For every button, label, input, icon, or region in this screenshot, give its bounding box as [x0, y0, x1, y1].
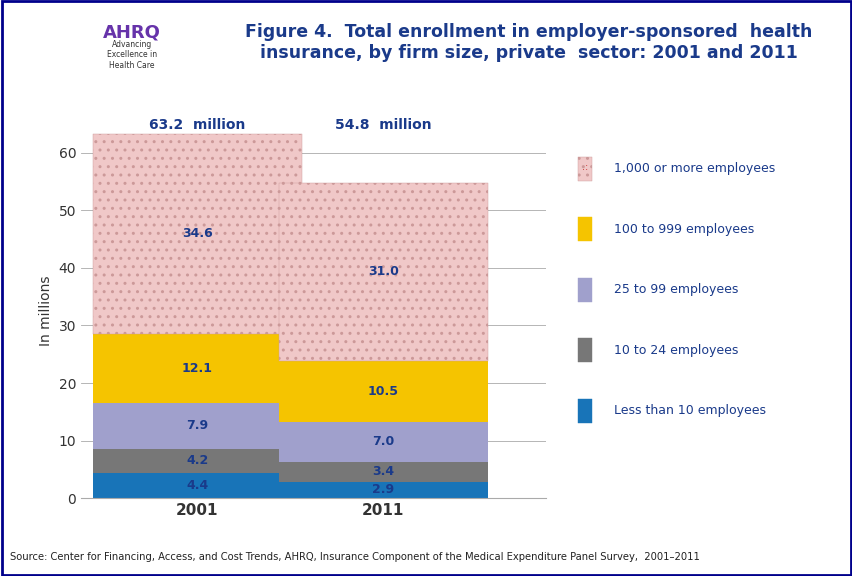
Text: 4.4: 4.4: [186, 479, 208, 492]
Text: 2.9: 2.9: [371, 483, 394, 497]
Text: 100 to 999 employees: 100 to 999 employees: [613, 223, 753, 236]
Text: Figure 4.  Total enrollment in employer-sponsored  health
insurance, by firm siz: Figure 4. Total enrollment in employer-s…: [245, 24, 812, 62]
Text: Advancing
Excellence in
Health Care: Advancing Excellence in Health Care: [106, 40, 157, 70]
Bar: [93, 334, 302, 403]
FancyBboxPatch shape: [578, 157, 592, 181]
Text: 1,000 or more employees: 1,000 or more employees: [613, 162, 774, 175]
Text: 10 to 24 employees: 10 to 24 employees: [613, 344, 737, 357]
Text: 63.2  million: 63.2 million: [149, 118, 245, 132]
Text: 🏛: 🏛: [45, 31, 61, 59]
Text: 4.2: 4.2: [186, 454, 208, 467]
Text: AHRQ: AHRQ: [103, 23, 160, 41]
Text: 10.5: 10.5: [367, 385, 398, 398]
FancyBboxPatch shape: [578, 399, 592, 423]
Text: 54.8  million: 54.8 million: [335, 118, 431, 132]
Text: 34.6: 34.6: [181, 228, 212, 240]
Bar: [93, 403, 302, 449]
Text: 31.0: 31.0: [367, 266, 398, 278]
Text: .:: .:: [582, 162, 588, 172]
Text: 7.9: 7.9: [186, 419, 208, 433]
Bar: [279, 183, 487, 361]
Text: 7.0: 7.0: [371, 435, 394, 448]
FancyBboxPatch shape: [578, 338, 592, 362]
Y-axis label: In millions: In millions: [39, 276, 53, 346]
Text: 3.4: 3.4: [371, 465, 394, 478]
Bar: [93, 134, 302, 334]
Bar: [93, 473, 302, 498]
Bar: [279, 422, 487, 462]
FancyBboxPatch shape: [578, 217, 592, 241]
Bar: [279, 462, 487, 482]
Bar: [93, 449, 302, 473]
Text: 25 to 99 employees: 25 to 99 employees: [613, 283, 737, 296]
FancyBboxPatch shape: [578, 278, 592, 302]
Bar: [279, 482, 487, 498]
Text: Less than 10 employees: Less than 10 employees: [613, 404, 765, 417]
Text: 12.1: 12.1: [181, 362, 212, 375]
Bar: [279, 361, 487, 422]
Text: Source: Center for Financing, Access, and Cost Trends, AHRQ, Insurance Component: Source: Center for Financing, Access, an…: [10, 552, 699, 562]
